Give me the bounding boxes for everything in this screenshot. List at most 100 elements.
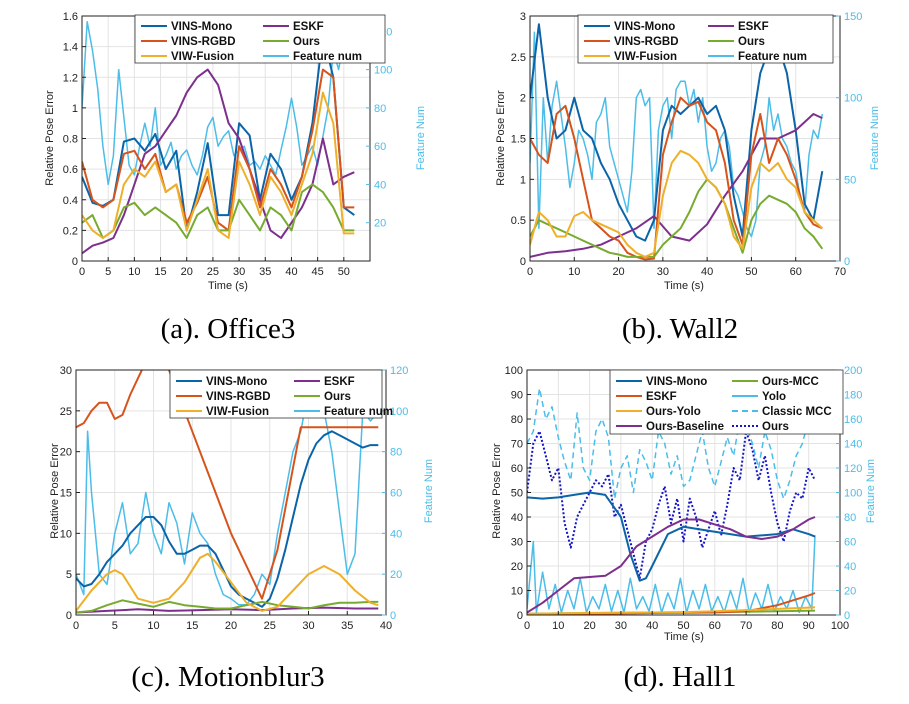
chart-b-xtick-label: 10 — [568, 266, 580, 278]
chart-c-series-viw-fusion — [76, 552, 379, 612]
chart-d-xtick-label: 40 — [646, 620, 658, 632]
chart-d-y2label: Feature Num — [865, 459, 877, 523]
chart-a-y2label: Feature Num — [415, 106, 427, 170]
chart-b-xtick-label: 40 — [701, 266, 713, 278]
chart-c-y2tick-label: 0 — [390, 610, 396, 622]
chart-d-legend-label: Yolo — [762, 391, 786, 403]
chart-d-y2tick-label: 60 — [844, 537, 856, 549]
chart-b-xtick-label: 50 — [745, 266, 757, 278]
chart-a-legend-label: ESKF — [293, 21, 324, 33]
chart-a-xlabel: Time (s) — [208, 280, 248, 292]
chart-c-y2tick-label: 20 — [390, 569, 402, 581]
chart-c-y2tick-label: 80 — [390, 447, 402, 459]
chart-c-y2tick-label: 120 — [390, 365, 408, 377]
chart-c-xtick-label: 40 — [380, 620, 392, 632]
chart-c-ytick-label: 25 — [60, 406, 72, 418]
chart-c-ylabel: Relative Pose Error — [49, 443, 61, 539]
chart-d-series-yolo — [527, 535, 816, 614]
chart-c-legend-label: VINS-Mono — [206, 376, 267, 388]
chart-d-series-ours-baseline — [527, 516, 816, 614]
chart-a-xtick-label: 15 — [154, 266, 166, 278]
chart-a-legend-label: VINS-Mono — [171, 21, 232, 33]
chart-d-xtick-label: 50 — [677, 620, 689, 632]
chart-b-legend-label: Ours — [738, 36, 765, 48]
chart-b-xtick-label: 0 — [527, 266, 533, 278]
chart-a-xtick-label: 30 — [233, 266, 245, 278]
chart-a-xtick-label: 40 — [285, 266, 297, 278]
chart-d-xtick-label: 100 — [831, 620, 849, 632]
chart-c-y2tick-label: 60 — [390, 488, 402, 500]
chart-d-legend-label: ESKF — [646, 391, 677, 403]
chart-a-ytick-label: 1.6 — [63, 11, 78, 23]
chart-d-xtick-label: 30 — [615, 620, 627, 632]
chart-c-y2label: Feature Num — [423, 459, 435, 523]
chart-c-motionblur3: (c). Motionblur3 Relative Pose Error Fea… — [49, 443, 435, 693]
chart-c-legend-label: ESKF — [324, 376, 355, 388]
chart-d-legend: VINS-Mono Ours-MCC ESKF Yolo Ours-Yolo Classi… — [609, 369, 844, 435]
chart-b-series-eskf — [530, 113, 823, 258]
chart-a-plot: 0 5 10 15 20 25 30 35 40 45 50 0 0.2 0.4 0.6 0.8 1 1.2 1.4… — [63, 11, 393, 278]
chart-d-xtick-label: 60 — [709, 620, 721, 632]
chart-a-ytick-label: 0 — [72, 256, 78, 268]
chart-a-ytick-label: 0.4 — [63, 195, 78, 207]
chart-d-y2tick-label: 20 — [844, 586, 856, 598]
chart-a-office3: (a). Office3 Time (s) Relative Pose Erro… — [44, 90, 427, 345]
chart-a-xtick-label: 10 — [128, 266, 140, 278]
chart-d-hall1: (d). Hall1 Time (s) Relative Pose Error … — [491, 443, 877, 693]
chart-a-series-viw-fusion — [82, 91, 355, 239]
chart-b-ytick-label: 2.5 — [511, 52, 526, 64]
chart-d-y2tick-label: 80 — [844, 512, 856, 524]
chart-b-legend-label: ESKF — [738, 21, 769, 33]
chart-a-legend-label: VIW-Fusion — [171, 51, 234, 63]
chart-c-xtick-label: 25 — [264, 620, 276, 632]
chart-b-ytick-label: 0.5 — [511, 215, 526, 227]
chart-d-ytick-label: 20 — [511, 561, 523, 573]
chart-d-y2tick-label: 120 — [844, 463, 862, 475]
chart-a-legend-label: Feature num — [293, 51, 362, 63]
chart-d-series-vins-mono — [527, 491, 816, 582]
chart-b-y2tick-label: 50 — [844, 174, 856, 186]
chart-b-plot: 0 10 20 30 40 50 60 7000.511.522.53050100150VIN… — [511, 11, 863, 278]
chart-d-xtick-label: 20 — [583, 620, 595, 632]
chart-b-legend: VINS-Mono ESKF VINS-RGBD Ours VIW-Fusion Feat… — [577, 14, 834, 64]
chart-d-xtick-label: 70 — [740, 620, 752, 632]
chart-a-series-vins-rgbd — [82, 68, 355, 232]
chart-a-xtick-label: 5 — [105, 266, 111, 278]
chart-a-xtick-label: 0 — [79, 266, 85, 278]
chart-d-y2tick-label: 140 — [844, 439, 862, 451]
chart-b-series-feature-num — [530, 31, 824, 238]
chart-b-caption: (b). Wall2 — [622, 313, 738, 345]
chart-a-series-group — [82, 20, 356, 255]
chart-a-ytick-label: 1 — [72, 103, 78, 115]
chart-d-xtick-label: 90 — [803, 620, 815, 632]
chart-d-ytick-label: 90 — [511, 390, 523, 402]
chart-c-xtick-label: 35 — [341, 620, 353, 632]
chart-b-xlabel: Time (s) — [664, 280, 704, 292]
chart-b-series-vins-rgbd — [530, 96, 823, 261]
chart-c-legend-box — [169, 369, 383, 419]
chart-c-legend-label: VIW-Fusion — [206, 406, 269, 418]
chart-c-series-feature-num — [76, 370, 379, 606]
chart-a-ytick-label: 1.4 — [63, 42, 78, 54]
chart-d-legend-label: Ours-Baseline — [646, 421, 724, 433]
chart-c-series-vins-rgbd — [76, 370, 379, 600]
chart-b-legend-label: VIW-Fusion — [614, 51, 677, 63]
chart-b-y2tick-label: 150 — [844, 11, 862, 23]
chart-b-legend-label: VINS-RGBD — [614, 36, 679, 48]
chart-a-ylabel: Relative Pose Error — [44, 90, 56, 186]
chart-b-xtick-label: 20 — [612, 266, 624, 278]
chart-c-y2tick-label: 40 — [390, 528, 402, 540]
chart-d-legend-label: Ours-MCC — [762, 376, 819, 388]
chart-a-ytick-label: 0.8 — [63, 134, 78, 146]
chart-b-y2tick-label: 100 — [844, 93, 862, 105]
chart-a-xtick-label: 35 — [259, 266, 271, 278]
chart-b-ytick-label: 3 — [520, 11, 526, 23]
chart-a-series-feature-num — [82, 20, 356, 186]
chart-a-xtick-label: 25 — [207, 266, 219, 278]
chart-d-plot: 0 10 20 30 40 50 60 70 80 90 100010203040506070809… — [505, 365, 863, 632]
chart-a-xtick-label: 50 — [338, 266, 350, 278]
chart-d-ytick-label: 70 — [511, 439, 523, 451]
chart-c-ytick-label: 5 — [66, 569, 72, 581]
chart-a-legend-label: Ours — [293, 36, 320, 48]
